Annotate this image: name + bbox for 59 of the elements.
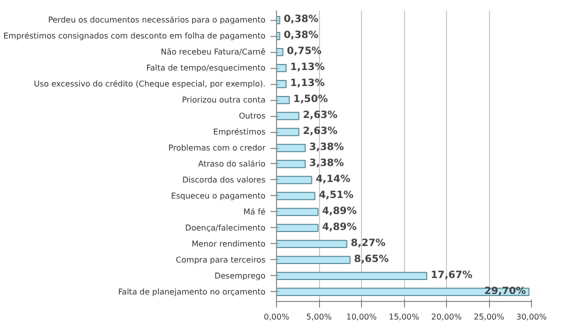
- data-label: 8,27%: [350, 238, 386, 249]
- y-tick-label: Outros: [238, 112, 266, 121]
- x-tick-label: 15,00%: [388, 312, 420, 322]
- bar: [276, 48, 284, 56]
- data-label: 4,89%: [322, 222, 357, 233]
- y-tick-label: Perdeu os documentos necessários para o pagamento: [48, 16, 266, 25]
- y-tick-label: Problemas com o credor: [168, 144, 266, 153]
- bar: [276, 64, 287, 72]
- bar: [276, 288, 530, 296]
- data-label: 1,50%: [293, 94, 328, 106]
- y-tick-label: Doença/falecimento: [185, 223, 266, 232]
- data-label: 3,38%: [309, 158, 344, 169]
- bar: [276, 176, 312, 184]
- bar: [276, 192, 316, 200]
- y-tick-label: Empréstimos consignados com desconto em folha de pagamento: [3, 32, 266, 41]
- y-tick-label: Empréstimos: [213, 128, 266, 137]
- data-label: 3,38%: [309, 142, 344, 154]
- bar: [276, 240, 348, 248]
- data-label: 0,75%: [286, 46, 322, 58]
- y-tick-label: Compra para terceiros: [176, 255, 266, 264]
- y-tick-label: Falta de tempo/esquecimento: [146, 64, 266, 73]
- bar: [276, 112, 300, 120]
- y-tick-label: Desemprego: [214, 271, 266, 280]
- data-label: 4,89%: [322, 206, 357, 217]
- bar: [276, 80, 287, 88]
- bar: [276, 160, 306, 168]
- data-label: 4,14%: [316, 174, 350, 185]
- data-label: 4,51%: [318, 190, 354, 201]
- data-label: 8,65%: [354, 254, 389, 265]
- y-tick-label: Má fé: [243, 207, 266, 216]
- bar: [276, 144, 306, 152]
- x-tick-label: 20,00%: [431, 312, 462, 322]
- data-label: 2,63%: [302, 110, 338, 122]
- data-label: 0,38%: [284, 14, 318, 26]
- bar: [276, 128, 300, 136]
- y-tick-label: Uso excessivo do crédito (Cheque especial, por exemplo).: [34, 80, 266, 89]
- data-label: 29,70%: [484, 286, 526, 297]
- y-tick-label: Discorda dos valores: [182, 175, 266, 184]
- bar: [276, 272, 428, 280]
- data-label: 0,38%: [284, 30, 318, 42]
- y-tick-label: Esqueceu o pagamento: [171, 191, 266, 200]
- y-tick-label: Não recebeu Fatura/Carnê: [160, 48, 266, 57]
- x-tick-label: 5,00%: [306, 312, 332, 322]
- bar: [276, 256, 351, 264]
- bar: [276, 208, 319, 216]
- x-tick-label: 0,00%: [264, 312, 290, 322]
- x-tick-label: 30,00%: [516, 312, 548, 322]
- x-tick-label: 10,00%: [346, 312, 378, 322]
- y-tick-label: Menor rendimento: [192, 239, 266, 248]
- data-label: 1,13%: [290, 78, 325, 90]
- data-label: 2,63%: [302, 126, 338, 138]
- y-tick-label: Priorizou outra conta: [182, 96, 266, 105]
- y-tick-label: Atraso do salário: [198, 159, 266, 168]
- y-tick-label: Falta de planejamento no orçamento: [118, 287, 266, 296]
- data-label: 17,67%: [430, 270, 472, 281]
- bar: [276, 96, 290, 104]
- data-label: 1,13%: [290, 62, 325, 74]
- bar: [276, 224, 319, 232]
- x-tick-label: 25,00%: [474, 312, 505, 322]
